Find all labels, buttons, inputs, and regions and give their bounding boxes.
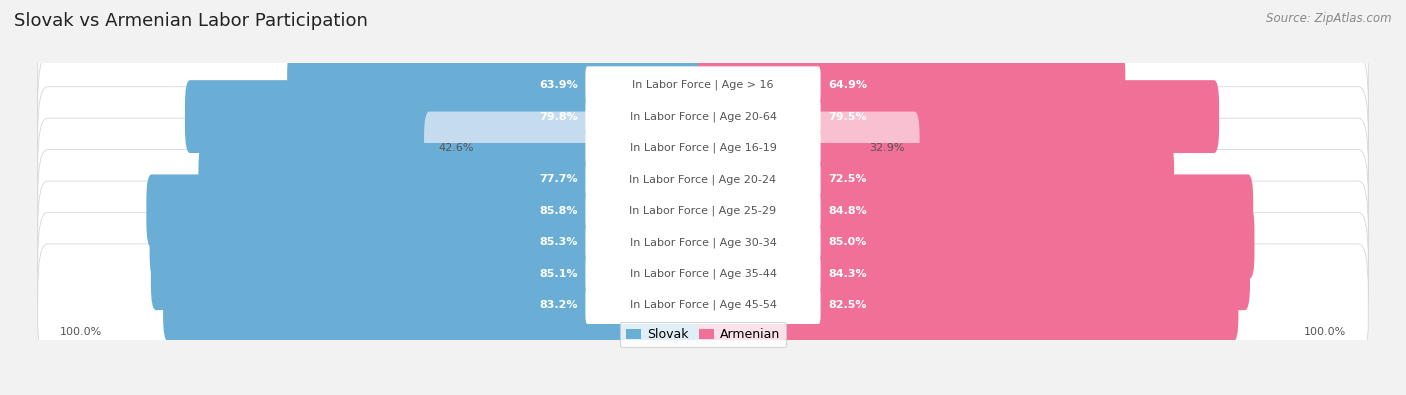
FancyBboxPatch shape bbox=[585, 98, 821, 135]
Text: In Labor Force | Age 35-44: In Labor Force | Age 35-44 bbox=[630, 269, 776, 279]
Text: In Labor Force | Age 20-24: In Labor Force | Age 20-24 bbox=[630, 174, 776, 185]
Text: In Labor Force | Age 25-29: In Labor Force | Age 25-29 bbox=[630, 206, 776, 216]
FancyBboxPatch shape bbox=[697, 175, 1253, 247]
Text: 100.0%: 100.0% bbox=[60, 327, 103, 337]
FancyBboxPatch shape bbox=[585, 161, 821, 198]
FancyBboxPatch shape bbox=[697, 237, 1250, 310]
FancyBboxPatch shape bbox=[149, 206, 709, 279]
FancyBboxPatch shape bbox=[585, 66, 821, 104]
Text: 85.1%: 85.1% bbox=[538, 269, 578, 279]
Text: In Labor Force | Age 30-34: In Labor Force | Age 30-34 bbox=[630, 237, 776, 248]
FancyBboxPatch shape bbox=[697, 143, 1174, 216]
FancyBboxPatch shape bbox=[38, 150, 1368, 272]
FancyBboxPatch shape bbox=[38, 181, 1368, 304]
FancyBboxPatch shape bbox=[38, 244, 1368, 367]
FancyBboxPatch shape bbox=[38, 118, 1368, 241]
Text: 85.0%: 85.0% bbox=[828, 237, 866, 247]
FancyBboxPatch shape bbox=[38, 87, 1368, 209]
Text: 64.9%: 64.9% bbox=[828, 80, 868, 90]
Text: 84.8%: 84.8% bbox=[828, 206, 868, 216]
Text: 79.5%: 79.5% bbox=[828, 112, 868, 122]
Text: 83.2%: 83.2% bbox=[538, 300, 578, 310]
FancyBboxPatch shape bbox=[150, 237, 709, 310]
FancyBboxPatch shape bbox=[186, 80, 709, 153]
Text: In Labor Force | Age 20-64: In Labor Force | Age 20-64 bbox=[630, 111, 776, 122]
Text: 72.5%: 72.5% bbox=[828, 175, 868, 184]
FancyBboxPatch shape bbox=[38, 24, 1368, 147]
FancyBboxPatch shape bbox=[146, 175, 709, 247]
Text: 85.3%: 85.3% bbox=[540, 237, 578, 247]
FancyBboxPatch shape bbox=[697, 80, 1219, 153]
Text: 79.8%: 79.8% bbox=[538, 112, 578, 122]
FancyBboxPatch shape bbox=[585, 286, 821, 324]
FancyBboxPatch shape bbox=[585, 129, 821, 167]
FancyBboxPatch shape bbox=[697, 111, 920, 184]
FancyBboxPatch shape bbox=[585, 224, 821, 261]
Legend: Slovak, Armenian: Slovak, Armenian bbox=[620, 322, 786, 347]
Text: 32.9%: 32.9% bbox=[869, 143, 905, 153]
Text: In Labor Force | Age 45-54: In Labor Force | Age 45-54 bbox=[630, 300, 776, 310]
Text: 42.6%: 42.6% bbox=[439, 143, 474, 153]
FancyBboxPatch shape bbox=[198, 143, 709, 216]
FancyBboxPatch shape bbox=[585, 192, 821, 230]
Text: Slovak vs Armenian Labor Participation: Slovak vs Armenian Labor Participation bbox=[14, 12, 368, 30]
Text: 84.3%: 84.3% bbox=[828, 269, 868, 279]
Text: 82.5%: 82.5% bbox=[828, 300, 868, 310]
FancyBboxPatch shape bbox=[697, 49, 1125, 122]
Text: Source: ZipAtlas.com: Source: ZipAtlas.com bbox=[1267, 12, 1392, 25]
FancyBboxPatch shape bbox=[585, 255, 821, 293]
FancyBboxPatch shape bbox=[163, 269, 709, 342]
FancyBboxPatch shape bbox=[425, 111, 709, 184]
Text: In Labor Force | Age 16-19: In Labor Force | Age 16-19 bbox=[630, 143, 776, 153]
Text: 100.0%: 100.0% bbox=[1303, 327, 1346, 337]
Text: 85.8%: 85.8% bbox=[538, 206, 578, 216]
Text: In Labor Force | Age > 16: In Labor Force | Age > 16 bbox=[633, 80, 773, 90]
FancyBboxPatch shape bbox=[38, 55, 1368, 178]
FancyBboxPatch shape bbox=[38, 213, 1368, 335]
FancyBboxPatch shape bbox=[697, 269, 1239, 342]
FancyBboxPatch shape bbox=[697, 206, 1254, 279]
Text: 77.7%: 77.7% bbox=[538, 175, 578, 184]
Text: 63.9%: 63.9% bbox=[538, 80, 578, 90]
FancyBboxPatch shape bbox=[287, 49, 709, 122]
